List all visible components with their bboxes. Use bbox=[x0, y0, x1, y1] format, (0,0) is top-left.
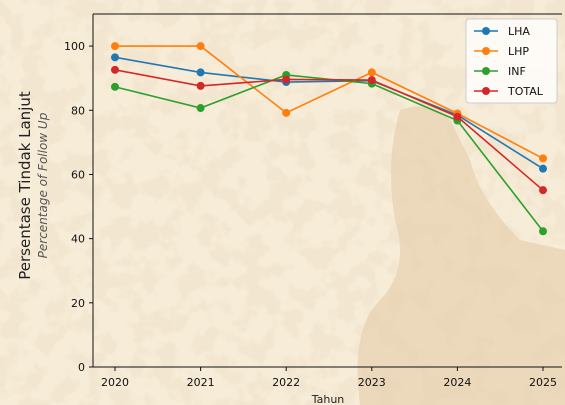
x-tick-label: 2025 bbox=[529, 376, 557, 389]
data-point bbox=[111, 53, 119, 62]
data-point bbox=[282, 108, 291, 117]
series-line bbox=[114, 56, 544, 170]
data-point bbox=[539, 227, 547, 236]
data-point bbox=[539, 154, 547, 163]
series-line bbox=[114, 69, 544, 191]
data-point bbox=[196, 68, 205, 77]
y-tick-label: 80 bbox=[71, 104, 85, 117]
x-tick-label: 2020 bbox=[101, 376, 129, 389]
data-point bbox=[196, 104, 205, 113]
data-point bbox=[196, 42, 205, 51]
x-tick-label: 2024 bbox=[443, 376, 471, 389]
x-tick-label: 2023 bbox=[358, 376, 386, 389]
series-total bbox=[111, 65, 547, 195]
legend-marker bbox=[482, 47, 490, 55]
y-tick-label: 0 bbox=[78, 361, 85, 374]
legend-marker bbox=[482, 87, 490, 95]
axes: 0 20 40 60 80 100 2020 2021 2022 2023 2024 2025 Tahu… bbox=[16, 13, 562, 405]
legend: LHA LHP INF TOTAL bbox=[465, 18, 558, 104]
x-tick-label: 2021 bbox=[187, 376, 215, 389]
x-tick-label: 2022 bbox=[272, 376, 300, 389]
legend-item-lhp: LHP bbox=[474, 45, 529, 58]
y-axis-label: Persentase Tindak Lanjut bbox=[16, 91, 34, 280]
data-point bbox=[111, 82, 119, 91]
data-point bbox=[196, 81, 205, 90]
data-point bbox=[539, 164, 547, 173]
legend-label: LHA bbox=[508, 25, 530, 38]
y-tick-label: 60 bbox=[71, 168, 85, 181]
legend-marker bbox=[482, 67, 490, 75]
legend-label: LHP bbox=[508, 45, 529, 58]
data-point bbox=[539, 186, 547, 195]
data-point bbox=[453, 112, 462, 121]
data-point bbox=[367, 68, 376, 77]
x-axis-label: Tahun bbox=[311, 393, 345, 405]
y-axis-sublabel: Percentage of Follow Up bbox=[36, 112, 50, 258]
legend-box bbox=[465, 18, 558, 104]
data-point bbox=[367, 76, 376, 85]
legend-item-inf: INF bbox=[474, 65, 526, 78]
legend-label: INF bbox=[508, 65, 526, 78]
series-layer bbox=[111, 42, 547, 236]
y-tick-label: 20 bbox=[71, 297, 85, 310]
y-tick-label: 100 bbox=[64, 40, 85, 53]
series-line bbox=[115, 45, 544, 160]
legend-marker bbox=[482, 27, 490, 35]
data-point bbox=[111, 65, 119, 74]
legend-label: TOTAL bbox=[507, 85, 544, 98]
data-point bbox=[282, 75, 291, 84]
legend-item-lha: LHA bbox=[474, 25, 530, 38]
data-point bbox=[111, 42, 119, 51]
y-tick-label: 40 bbox=[71, 233, 85, 246]
legend-item-total: TOTAL bbox=[474, 85, 544, 98]
stain-shape bbox=[357, 106, 565, 405]
